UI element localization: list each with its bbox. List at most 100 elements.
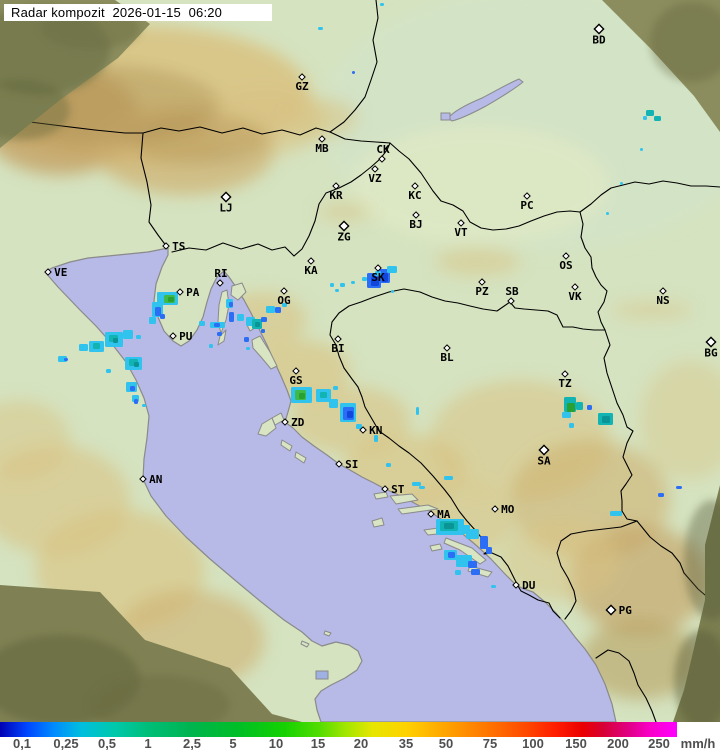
radar-echo (266, 306, 275, 313)
radar-echo (335, 289, 339, 292)
station-CK: CK (376, 143, 390, 163)
station-BD: BD (592, 23, 606, 47)
station-code-label: PC (520, 199, 533, 212)
station-code-label: BI (331, 342, 344, 355)
legend-tick-label: 20 (353, 736, 369, 751)
station-diamond-icon (378, 155, 386, 163)
station-diamond-icon (298, 73, 306, 81)
station-code-label: PU (179, 330, 193, 343)
radar-echo (320, 392, 327, 398)
country-borders (0, 0, 720, 722)
radar-echo (466, 529, 479, 539)
radar-echo (567, 403, 575, 412)
station-diamond-icon (562, 252, 570, 260)
radar-echo (658, 493, 664, 497)
station-ZD: ZD (281, 416, 305, 429)
radar-echo (602, 416, 610, 423)
legend-tick-label: 200 (607, 736, 629, 751)
station-diamond-icon (478, 278, 486, 286)
station-diamond-icon (443, 344, 451, 352)
station-PU: PU (169, 330, 193, 343)
radar-echo (113, 338, 118, 343)
radar-echo (491, 585, 496, 588)
lake-balaton (447, 78, 524, 122)
lake-varano (315, 670, 329, 680)
radar-echo (255, 322, 260, 327)
radar-echo (374, 435, 378, 442)
radar-echo (261, 317, 267, 322)
station-code-label: ST (391, 483, 405, 496)
radar-echo (106, 369, 111, 373)
radar-echo (419, 486, 425, 489)
radar-echo (444, 476, 453, 480)
station-SB: SB (505, 285, 519, 305)
station-KR: KR (329, 182, 343, 202)
radar-echo (282, 303, 287, 307)
station-OS: OS (559, 252, 573, 272)
station-diamond-icon (659, 287, 667, 295)
radar-echo (79, 344, 88, 351)
station-code-label: KA (304, 264, 318, 277)
radar-echo (412, 482, 421, 486)
station-code-label: BL (440, 351, 454, 364)
station-code-label: VT (454, 226, 468, 239)
radar-echo (168, 297, 174, 302)
station-code-label: OS (559, 259, 572, 272)
station-code-label: ZG (337, 231, 351, 244)
radar-echo (160, 314, 165, 319)
radar-echo (610, 511, 622, 516)
radar-echo (471, 569, 480, 575)
radar-echo (620, 182, 623, 185)
station-diamond-icon (593, 23, 605, 35)
radar-echo (382, 273, 388, 282)
radar-echo (347, 411, 353, 418)
station-ZG: ZG (337, 220, 351, 244)
radar-echo (387, 266, 397, 273)
station-SI: SI (335, 458, 358, 471)
radar-echo (237, 314, 244, 321)
radar-echo (455, 570, 461, 575)
station-PZ: PZ (475, 278, 489, 298)
radar-echo (562, 412, 571, 418)
radar-echo (416, 407, 419, 415)
legend-tick-label: 2,5 (182, 736, 202, 751)
legend-tick-label: 250 (648, 736, 670, 751)
station-code-label: PG (619, 604, 633, 617)
radar-echoes (58, 3, 682, 588)
station-diamond-icon (318, 135, 326, 143)
station-code-label: GS (289, 374, 302, 387)
radar-echo (375, 271, 381, 276)
radar-echo (468, 561, 477, 568)
radar-echo (261, 329, 265, 333)
intensity-legend: 0,1 0,25 0,5 1 2,5 5 10 15 20 35 50 75 100 150 200 250 m… (0, 722, 720, 751)
radar-echo (576, 402, 583, 410)
station-DU: DU (512, 579, 536, 592)
radar-echo (356, 424, 362, 429)
station-markers: GZ BD MB CK VZ KR KC BJ LJ ZG TS VE RI PA OG PU KA SK PC VT… (44, 23, 718, 617)
station-code-label: NS (656, 294, 669, 307)
station-code-label: PZ (475, 285, 489, 298)
legend-unit-label: mm/h (680, 736, 716, 751)
radar-echo (606, 212, 609, 215)
station-VK: VK (568, 283, 582, 303)
radar-echo (391, 290, 394, 293)
station-AN: AN (139, 473, 162, 486)
legend-tick-label: 0,1 (12, 736, 32, 751)
station-LJ: LJ (219, 191, 233, 215)
station-code-label: PA (186, 286, 200, 299)
station-diamond-icon (411, 182, 419, 190)
station-code-label: MA (437, 508, 451, 521)
radar-echo (480, 536, 488, 549)
station-diamond-icon (605, 604, 617, 616)
station-TS: TS (162, 240, 185, 253)
station-MO: MO (491, 503, 515, 516)
station-TZ: TZ (558, 370, 572, 390)
station-diamond-icon (359, 426, 367, 434)
station-diamond-icon (427, 510, 435, 518)
station-code-label: BD (592, 34, 606, 47)
radar-echo (199, 321, 205, 326)
radar-echo (229, 312, 234, 322)
station-code-label: SI (345, 458, 358, 471)
station-VE: VE (44, 266, 67, 279)
